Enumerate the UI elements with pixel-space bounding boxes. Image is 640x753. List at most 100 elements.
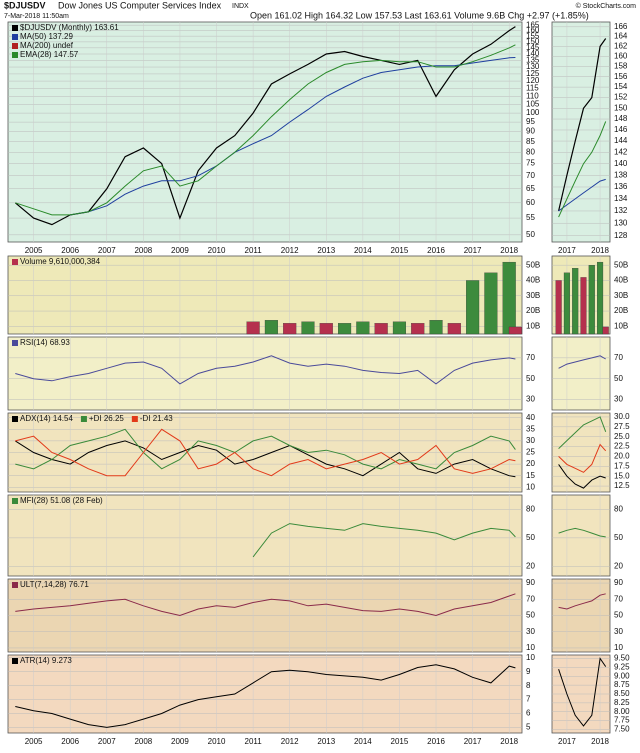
y-tick-label: 95 <box>526 117 535 126</box>
y-tick-label: 150 <box>614 103 628 112</box>
y-tick-label: 8.00 <box>614 707 630 716</box>
y-tick-label: 162 <box>614 42 628 51</box>
x-tick-label: 2005 <box>25 737 43 746</box>
date: 7-Mar-2018 11:50am <box>4 13 69 20</box>
legend-swatch <box>80 416 87 422</box>
series-line <box>15 428 516 477</box>
y-tick-label: 9.00 <box>614 671 630 680</box>
x-tick-label: 2018 <box>500 246 518 255</box>
series-line <box>15 593 516 617</box>
x-tick-label: 2013 <box>317 246 335 255</box>
legend-label: ADX(14) 14.54 <box>20 414 73 423</box>
x-tick-label: 2017 <box>558 246 576 255</box>
credit: © StockCharts.com <box>576 2 637 10</box>
x-tick-label: 2016 <box>427 246 445 255</box>
volume-bar <box>411 323 425 335</box>
volume-bar <box>356 321 370 335</box>
symbol: $DJUSDV <box>4 0 46 10</box>
x-tick-label: 2009 <box>171 246 189 255</box>
y-tick-label: 150 <box>526 37 540 46</box>
y-tick-label: 140 <box>526 49 540 58</box>
y-tick-label: 8.75 <box>614 680 630 689</box>
legend-swatch <box>131 416 138 422</box>
y-tick-label: 90 <box>614 578 623 587</box>
y-tick-label: 134 <box>614 194 628 203</box>
y-tick-label: 105 <box>526 100 540 109</box>
series-line <box>252 523 516 558</box>
y-tick-label: 20 <box>526 459 535 468</box>
y-tick-label: 156 <box>614 72 628 81</box>
y-tick-label: 8 <box>526 681 531 690</box>
series-line <box>15 44 516 216</box>
y-tick-label: 140 <box>614 159 628 168</box>
y-tick-label: 20B <box>526 306 540 315</box>
y-tick-label: 8.50 <box>614 689 630 698</box>
y-tick-label: 90 <box>526 578 535 587</box>
legend-label: MA(50) 137.29 <box>20 32 73 41</box>
legend-swatch <box>12 582 18 588</box>
series-line <box>14 26 516 226</box>
y-tick-label: 152 <box>614 93 628 102</box>
y-tick-label: 30 <box>614 395 623 404</box>
legend-label: MA(200) undef <box>20 41 74 50</box>
y-tick-label: 166 <box>614 22 628 31</box>
volume-bar <box>602 326 609 335</box>
index-name: Dow Jones US Computer Services Index <box>58 0 222 10</box>
y-tick-label: 135 <box>526 56 540 65</box>
y-tick-label: 158 <box>614 62 628 71</box>
y-tick-label: 138 <box>614 170 628 179</box>
series-line <box>558 178 606 212</box>
y-tick-label: 65 <box>526 184 535 193</box>
volume-bar <box>319 323 333 335</box>
y-tick-label: 154 <box>614 82 628 91</box>
series-line <box>558 464 606 489</box>
y-tick-label: 125 <box>526 69 540 78</box>
volume-bar <box>338 323 352 335</box>
x-tick-label: 2017 <box>464 737 482 746</box>
x-tick-label: 2015 <box>391 737 409 746</box>
volume-bar <box>429 320 443 335</box>
panel-background <box>551 494 611 577</box>
x-tick-label: 2010 <box>208 246 226 255</box>
y-tick-label: 128 <box>614 231 628 240</box>
legend-label: $DJUSDV (Monthly) 163.61 <box>20 23 119 32</box>
legend-swatch <box>12 416 18 422</box>
x-tick-label: 2006 <box>61 246 79 255</box>
series-line <box>558 38 607 212</box>
volume-bar <box>502 261 516 335</box>
x-tick-label: 2012 <box>281 737 299 746</box>
x-tick-label: 2017 <box>558 737 576 746</box>
x-tick-label: 2007 <box>98 737 116 746</box>
y-tick-label: 164 <box>614 32 628 41</box>
y-tick-label: 90 <box>526 127 535 136</box>
y-tick-label: 30 <box>526 395 535 404</box>
y-tick-label: 165 <box>526 20 540 29</box>
x-tick-label: 2012 <box>281 246 299 255</box>
volume-bar <box>580 277 587 335</box>
y-tick-label: 85 <box>526 137 535 146</box>
volume-bar <box>572 268 579 335</box>
y-tick-label: 50B <box>526 260 540 269</box>
x-tick-label: 2018 <box>500 737 518 746</box>
y-tick-label: 115 <box>526 84 539 93</box>
y-tick-label: 9.25 <box>614 663 630 672</box>
volume-bar <box>447 323 461 335</box>
y-tick-label: 50B <box>614 260 628 269</box>
x-tick-label: 2014 <box>354 737 372 746</box>
y-tick-label: 10 <box>526 653 535 662</box>
y-tick-label: 40B <box>614 276 628 285</box>
y-tick-label: 70 <box>526 594 535 603</box>
series-line <box>15 355 516 385</box>
legend-swatch <box>12 43 18 49</box>
y-tick-label: 40B <box>526 276 540 285</box>
y-tick-label: 12.5 <box>614 481 630 490</box>
y-tick-label: 160 <box>614 52 628 61</box>
y-tick-label: 50 <box>526 533 535 542</box>
y-tick-label: 17.5 <box>614 461 630 470</box>
y-tick-label: 25 <box>526 448 535 457</box>
x-tick-label: 2018 <box>591 246 609 255</box>
volume-bar <box>246 321 260 335</box>
y-tick-label: 70 <box>526 171 535 180</box>
series-line <box>558 416 607 449</box>
